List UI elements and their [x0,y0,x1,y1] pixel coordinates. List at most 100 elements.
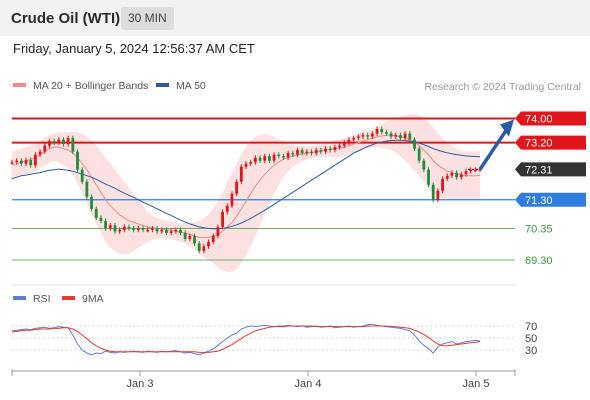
timeframe-badge[interactable]: 30 MIN [121,7,174,30]
candles [10,126,482,254]
candle-body [183,232,187,239]
candle-body [272,154,276,161]
candle-body [253,157,257,163]
price-levels [12,117,515,261]
bollinger-bands [12,114,480,272]
candle-body [417,148,421,161]
candle-body [179,229,182,233]
level-label-73.20: 73.20 [525,138,553,150]
bollinger-band-area [12,114,480,272]
candle-body [324,148,327,152]
candle-body [202,246,206,251]
candle-body [108,225,112,229]
level-label-72.31: 72.31 [525,164,553,176]
candle-body [356,136,360,139]
candle-body [94,208,98,218]
candle-body [361,135,365,137]
candle-body [85,181,89,197]
candle-body [80,169,84,182]
candle-body [10,162,14,164]
candle-body [90,196,93,209]
candle-body [150,228,154,230]
candle-body [296,150,299,155]
candle-body [403,133,407,139]
candle-body [15,160,19,163]
level-tag-71.30 [515,192,586,207]
candle-body [43,145,47,152]
source-credit: Research © 2024 Trading Central [424,81,581,93]
candle-body [300,150,304,154]
candle-body [431,184,435,200]
candle-body [384,132,388,134]
candle-body [338,145,342,148]
candle-body [459,174,463,178]
candle-body [380,129,384,133]
legend-label-ma20: MA 20 + Bollinger Bands [33,80,148,92]
candle-body [310,151,313,154]
candle-body [113,225,117,232]
candle-body [104,220,108,229]
candle-body [263,156,267,161]
rsi-ma-line [11,325,481,353]
candle-body [99,217,103,221]
level-tag-72.31 [515,162,586,177]
candle-body [282,156,285,158]
candle-body [291,153,295,155]
candle-body [244,163,248,167]
candle-body [48,141,51,146]
candle-body [450,172,454,176]
candle-body [122,226,126,230]
legend-label-rsi: RSI [33,293,51,305]
legend-swatch-ma50 [156,83,169,87]
candle-body [258,157,262,161]
candle-body [389,133,393,137]
candle-body [436,190,440,200]
candle-body [141,228,145,230]
candle-body [38,151,42,155]
candle-body [160,229,164,232]
rsi-tick-label: 50 [525,333,537,345]
candle-body [445,175,449,179]
candle-body [249,162,253,164]
candle-body [305,151,309,154]
candle-body [239,166,243,182]
candle-body [352,138,356,140]
candle-body [66,138,70,145]
candle-body [221,211,225,227]
candle-body [375,129,379,134]
forecast-arrow-head [500,119,514,137]
legend-swatch-ma20 [13,83,26,87]
level-labels: 74.00 73.20 72.31 71.30 70.35 69.30 [515,111,586,267]
candle-body [394,135,398,137]
candle-body [286,153,290,158]
chart-header: Crude Oil (WTI) 30 MIN [0,0,590,36]
candle-body [76,151,79,170]
x-tick-label: Jan 3 [127,378,154,390]
candle-body [464,171,468,175]
candle-body [29,160,33,166]
candle-body [188,235,192,239]
candle-body [216,226,220,236]
candle-body [366,135,370,137]
x-axis: Jan 3 Jan 4 Jan 5 [11,369,516,390]
candle-body [455,172,459,178]
candle-body [33,154,37,166]
forecast-arrow-shaft [478,129,508,171]
candle-body [197,243,201,251]
candle-body [118,229,122,232]
candle-body [333,147,337,151]
candle-body [19,160,23,164]
candle-body [165,229,168,233]
rsi-tick-label: 30 [525,345,537,357]
candle-body [342,142,346,146]
candle-body [277,154,281,157]
datetime-label: Friday, January 5, 2024 12:56:37 AM CET [13,41,255,56]
candle-body [136,228,140,230]
candle-body [478,169,482,171]
candle-body [174,229,178,232]
forecast-arrow [468,119,514,171]
candle-body [328,148,332,151]
candle-body [347,139,351,143]
candle-body [52,141,56,143]
